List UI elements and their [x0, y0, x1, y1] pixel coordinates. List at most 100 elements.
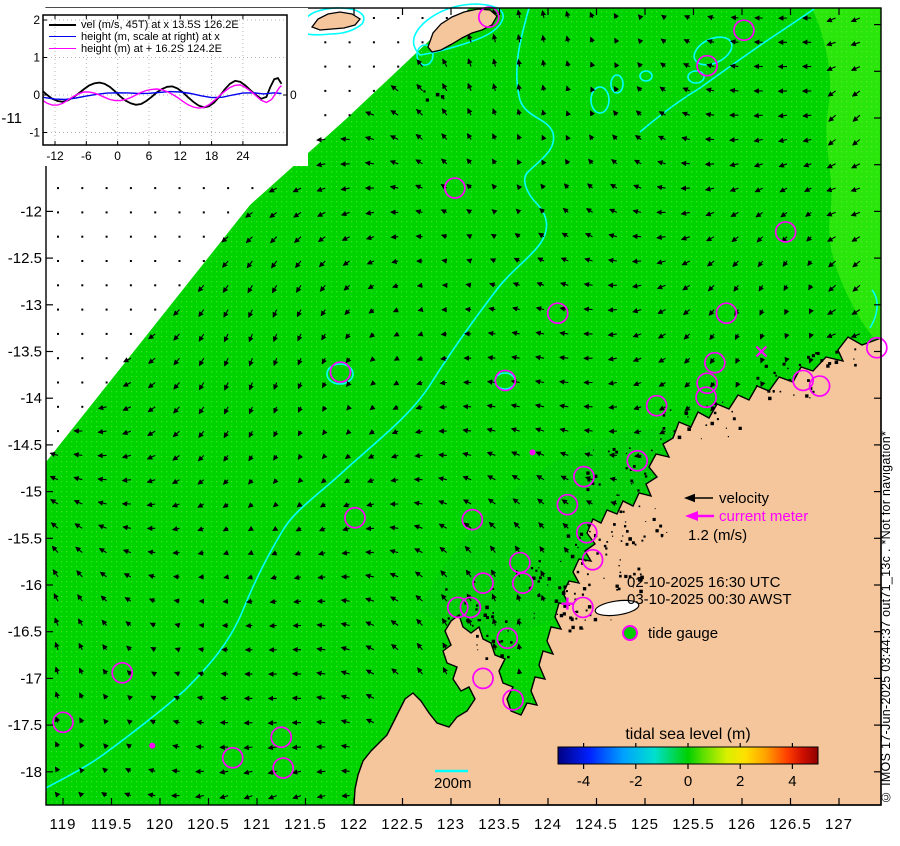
islet [571, 617, 574, 620]
station-markers [52, 6, 888, 779]
grid-dot [57, 284, 59, 287]
islet [560, 560, 562, 563]
velocity-arrow [73, 499, 83, 505]
velocity-arrow [49, 475, 59, 481]
velocity-arrow [194, 793, 204, 799]
velocity-arrow [539, 546, 545, 553]
velocity-arrow [122, 524, 131, 531]
velocity-arrow [589, 11, 595, 19]
islet [575, 617, 578, 620]
velocity-arrow [219, 794, 229, 800]
velocity-arrow [393, 355, 400, 361]
velocity-arrow [171, 502, 180, 508]
velocity-arrow [54, 791, 61, 798]
islet [764, 364, 768, 368]
velocity-arrow [656, 234, 666, 240]
islet [624, 521, 627, 523]
velocity-arrow [392, 307, 399, 313]
islet [669, 409, 672, 411]
velocity-arrow [393, 331, 400, 337]
velocity-arrow [197, 502, 205, 508]
velocity-arrow [267, 744, 277, 751]
velocity-arrow [173, 309, 180, 316]
velocity-arrow [561, 232, 569, 238]
velocity-arrow [340, 210, 350, 217]
islet [532, 576, 536, 580]
velocity-arrow [631, 283, 642, 289]
velocity-arrow [316, 161, 326, 168]
velocity-arrow [297, 357, 303, 366]
velocity-arrow [709, 357, 716, 365]
velocity-arrow [273, 358, 279, 367]
velocity-arrow [222, 502, 229, 509]
tide-gauge-marker [329, 361, 352, 383]
islet [435, 92, 440, 97]
islet [630, 483, 633, 485]
velocity-arrow [365, 234, 375, 241]
velocity-arrow [248, 382, 254, 391]
islet [815, 352, 818, 355]
velocity-arrow [632, 356, 642, 363]
grid-dot [348, 41, 351, 44]
islet [805, 394, 809, 398]
velocity-arrow [316, 768, 326, 775]
islet [589, 530, 591, 533]
velocity-arrow [634, 134, 642, 141]
velocity-arrow [79, 717, 85, 724]
velocity-arrow [102, 668, 109, 675]
velocity-arrow [315, 695, 326, 701]
velocity-arrow [273, 382, 279, 391]
velocity-arrow [585, 500, 593, 506]
y-tick-label: -15.5 [8, 530, 42, 547]
velocity-arrow [535, 330, 545, 336]
velocity-arrow [491, 158, 498, 165]
velocity-arrow [534, 379, 545, 385]
velocity-arrow [729, 63, 739, 69]
velocity-arrow [777, 137, 788, 144]
velocity-arrow [608, 404, 617, 410]
velocity-arrow [291, 744, 302, 751]
velocity-arrow [149, 622, 156, 628]
islet [820, 359, 824, 362]
velocity-arrow [269, 211, 278, 218]
islet [612, 447, 616, 451]
velocity-arrow [438, 523, 448, 529]
velocity-arrow [706, 39, 715, 45]
velocity-arrow [704, 161, 715, 167]
velocity-arrow [467, 107, 473, 116]
velocity-arrow [321, 453, 328, 460]
velocity-arrow [537, 498, 545, 505]
velocity-arrow [632, 233, 642, 240]
velocity-arrow [296, 501, 303, 508]
velocity-arrow [74, 523, 83, 529]
islet [587, 478, 591, 482]
velocity-arrow [223, 574, 230, 580]
velocity-arrow [808, 284, 814, 291]
islet [619, 571, 622, 574]
velocity-arrow [826, 17, 836, 23]
islet [558, 586, 562, 590]
velocity-arrow [613, 86, 620, 93]
velocity-arrow [415, 184, 423, 190]
velocity-arrow [390, 477, 399, 483]
velocity-arrow [98, 524, 107, 530]
islet [464, 601, 468, 605]
velocity-arrow [633, 405, 642, 411]
velocity-arrow [735, 381, 741, 388]
islet [854, 363, 857, 367]
grid-dot [57, 430, 59, 433]
velocity-arrow [222, 284, 229, 293]
velocity-arrow [784, 308, 790, 316]
velocity-arrow [487, 330, 496, 337]
velocity-arrow [705, 111, 715, 118]
velocity-arrow [760, 381, 766, 388]
velocity-arrow [487, 355, 496, 361]
velocity-arrow [315, 719, 326, 726]
velocity-arrow [784, 356, 790, 363]
grid-dot [227, 211, 230, 214]
velocity-arrow [440, 184, 448, 190]
velocity-arrow [172, 743, 180, 750]
velocity-arrow [511, 451, 520, 457]
velocity-arrow [54, 641, 60, 650]
